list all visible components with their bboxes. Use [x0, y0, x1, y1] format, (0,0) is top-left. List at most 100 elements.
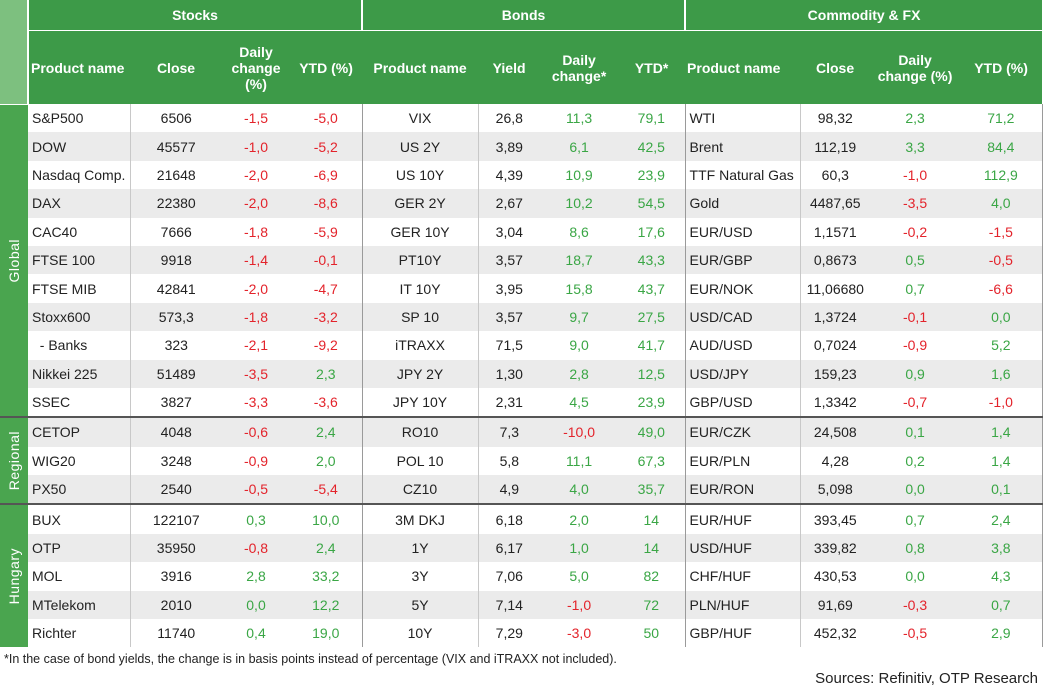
table-cell: 1,4 — [960, 446, 1043, 476]
table-cell: 2,3 — [290, 359, 363, 388]
table-cell: 2,4 — [960, 503, 1043, 534]
table-cell: 1,30 — [478, 359, 541, 388]
table-cell: 4,0 — [960, 189, 1043, 218]
table-cell: 0,7 — [870, 503, 961, 534]
table-cell: -2,1 — [243, 337, 269, 354]
table-cell: 2,4 — [290, 533, 363, 563]
table-row: Richter 11740 0,4 19,0 10Y 7,29 -3,0 50 GBP/HUF 4… — [0, 619, 1043, 648]
table-cell: 6,1 — [540, 132, 619, 161]
table-cell: 2,0 — [540, 503, 619, 534]
table-cell: -3,3 — [243, 394, 269, 411]
table-cell: -8,6 — [290, 189, 363, 218]
table-cell: CZ10 — [362, 475, 479, 505]
column-header: Daily change* — [540, 30, 619, 104]
table-cell: -1,0 — [222, 132, 290, 161]
table-cell: JPY 2Y — [362, 359, 479, 388]
table-cell: 3916 — [160, 568, 192, 585]
column-header: Product name — [685, 30, 801, 104]
table-cell: 23,9 — [618, 160, 686, 190]
table-cell: 2,9 — [960, 619, 1043, 648]
table-cell: USD/CAD — [685, 302, 801, 332]
table-cell: -0,9 — [243, 452, 269, 469]
table-cell: 42841 — [156, 280, 196, 297]
footnote: *In the case of bond yields, the change … — [4, 652, 617, 666]
table-cell: 0,3 — [222, 503, 290, 534]
table-row: WIG20 3248 -0,9 2,0 POL 10 5,8 11,1 67,3 EUR/PLN… — [0, 446, 1043, 476]
table-cell: 3,3 — [870, 132, 961, 161]
table-cell: GER 10Y — [362, 217, 479, 246]
table-cell: 2540 — [130, 475, 222, 505]
table-cell: RO10 — [362, 416, 479, 447]
table-cell: Nasdaq Comp. — [28, 160, 131, 190]
table-cell: -0,3 — [870, 590, 961, 620]
table-cell: 0,7 — [905, 280, 925, 297]
table-cell: 23,9 — [618, 387, 686, 418]
table-cell: -2,0 — [243, 166, 269, 183]
table-cell: EUR/CZK — [685, 416, 801, 447]
table-cell: 12,2 — [290, 590, 363, 620]
table-cell: 84,4 — [960, 132, 1043, 161]
table-cell: 10,9 — [565, 166, 593, 183]
table-cell: 9,7 — [540, 302, 619, 332]
table-cell: CHF/HUF — [685, 562, 801, 591]
table-cell: OTP — [28, 533, 131, 563]
table-cell: 3Y — [362, 562, 479, 591]
table-cell: EUR/HUF — [685, 503, 801, 534]
table-row: Stoxx600 573,3 -1,8 -3,2 SP 10 3,57 9,7 27,5 USD… — [0, 302, 1043, 332]
table-cell: -5,2 — [290, 132, 363, 161]
table-cell: 43,3 — [618, 245, 686, 275]
table-cell: 2,3 — [905, 110, 925, 127]
table-cell: -1,8 — [222, 302, 290, 332]
column-header: YTD (%) — [290, 30, 363, 104]
table-cell: 5,0 — [569, 568, 589, 585]
table-cell: 7,3 — [478, 416, 541, 447]
table-cell: MTelekom — [28, 590, 131, 620]
table-cell: 22380 — [130, 189, 222, 218]
table-row: OTP 35950 -0,8 2,4 1Y 6,17 1,0 14 USD/HUF 339,82 0… — [0, 533, 1043, 563]
table-cell: 19,0 — [290, 619, 363, 648]
table-cell: GBP/HUF — [685, 619, 801, 648]
table-cell: FTSE MIB — [28, 274, 131, 303]
table-cell: 71,2 — [960, 104, 1043, 133]
table-cell: WIG20 — [28, 446, 131, 476]
table-cell: 45577 — [130, 132, 222, 161]
table-cell: 4,5 — [569, 394, 589, 411]
table-cell: 7,06 — [495, 568, 523, 585]
region-label: Regional — [6, 431, 22, 491]
table-cell: 12,5 — [618, 359, 686, 388]
table-cell: AUD/USD — [685, 331, 801, 360]
table-cell: PT10Y — [362, 245, 479, 275]
column-header: YTD (%) — [960, 30, 1043, 104]
table-cell: 6,17 — [478, 533, 541, 563]
table-cell: 1,3342 — [813, 394, 857, 411]
table-cell: 5,2 — [960, 331, 1043, 360]
table-cell: 3,57 — [478, 245, 541, 275]
table-cell: -4,7 — [290, 274, 363, 303]
table-cell: GBP/USD — [685, 387, 801, 418]
table-cell: 1,3724 — [800, 302, 871, 332]
table-cell: 10,2 — [540, 189, 619, 218]
group-header: Bonds — [362, 0, 687, 31]
table-cell: -0,2 — [902, 223, 928, 240]
column-header: Close — [130, 30, 222, 104]
table-cell: iTRAXX — [362, 331, 479, 360]
table-cell: 2,8 — [246, 568, 266, 585]
table-cell: -1,0 — [540, 590, 619, 620]
table-cell: Stoxx600 — [28, 302, 131, 332]
column-header: Yield — [478, 30, 541, 104]
region-label: Global — [6, 238, 22, 283]
table-row: - Banks 323 -2,1 -9,2 iTRAXX 71,5 9,0 41,7 AUD/U… — [0, 331, 1043, 360]
column-header: Product name — [362, 30, 479, 104]
table-cell: 3248 — [160, 452, 192, 469]
table-cell: Nikkei 225 — [28, 359, 131, 388]
table-cell: 452,32 — [813, 625, 857, 642]
table-cell: -0,6 — [222, 416, 290, 447]
region-cell: Hungary — [0, 503, 28, 648]
table-cell: 7,14 — [478, 590, 541, 620]
table-cell: 0,0 — [960, 302, 1043, 332]
table-cell: EUR/USD — [685, 217, 801, 246]
table-row: MTelekom 2010 0,0 12,2 5Y 7,14 -1,0 72 PLN/HUF 91… — [0, 590, 1043, 620]
table-cell: -0,8 — [222, 533, 290, 563]
table-cell: 430,53 — [813, 568, 857, 585]
table-cell: 3827 — [160, 394, 192, 411]
